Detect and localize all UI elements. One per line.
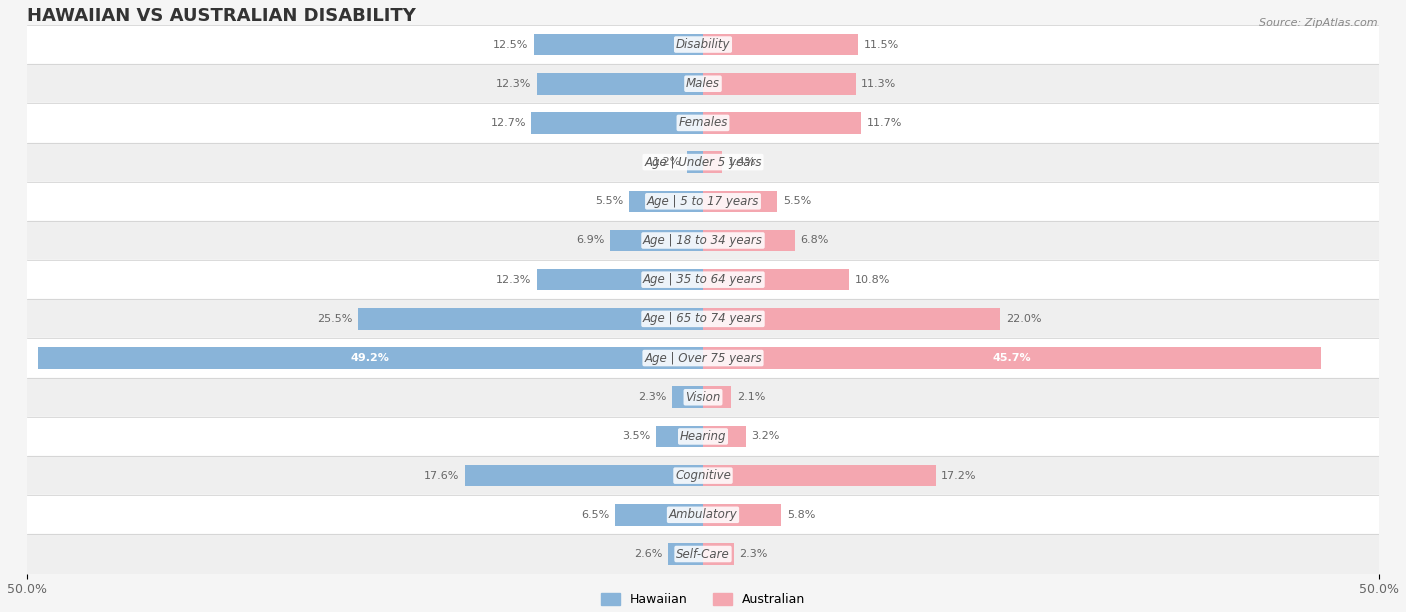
Bar [27,378,1379,417]
Bar [703,190,778,212]
Text: 17.2%: 17.2% [941,471,977,480]
Bar [686,151,703,173]
Text: 3.2%: 3.2% [752,431,780,441]
Bar [703,151,721,173]
Bar [27,338,1379,378]
Bar [628,190,703,212]
Text: 25.5%: 25.5% [318,314,353,324]
Bar [27,103,1379,143]
Bar [531,112,703,133]
Text: 6.8%: 6.8% [800,236,828,245]
Bar [27,534,1379,573]
Bar [703,347,1320,369]
Text: 2.6%: 2.6% [634,549,662,559]
Bar [655,426,703,447]
Text: Age | Under 5 years: Age | Under 5 years [644,155,762,169]
Text: Age | 35 to 64 years: Age | 35 to 64 years [643,273,763,286]
Bar [610,230,703,252]
Bar [27,64,1379,103]
Text: 45.7%: 45.7% [993,353,1031,363]
Text: Disability: Disability [676,38,730,51]
Text: 11.3%: 11.3% [862,79,897,89]
Text: 2.3%: 2.3% [740,549,768,559]
Legend: Hawaiian, Australian: Hawaiian, Australian [596,588,810,611]
Text: 11.7%: 11.7% [866,118,903,128]
Text: 2.3%: 2.3% [638,392,666,402]
Bar [668,543,703,565]
Text: 10.8%: 10.8% [855,275,890,285]
Bar [703,426,747,447]
Text: Age | 5 to 17 years: Age | 5 to 17 years [647,195,759,208]
Text: 5.5%: 5.5% [595,196,623,206]
Bar [703,465,935,487]
Bar [27,182,1379,221]
Text: 3.5%: 3.5% [621,431,650,441]
Bar [703,34,859,55]
Text: Self-Care: Self-Care [676,548,730,561]
Bar [38,347,703,369]
Text: Age | 18 to 34 years: Age | 18 to 34 years [643,234,763,247]
Text: Source: ZipAtlas.com: Source: ZipAtlas.com [1260,18,1378,28]
Text: 5.5%: 5.5% [783,196,811,206]
Bar [703,230,794,252]
Bar [27,495,1379,534]
Bar [465,465,703,487]
Bar [703,73,856,94]
Bar [537,269,703,291]
Bar [27,221,1379,260]
Text: Cognitive: Cognitive [675,469,731,482]
Bar [703,112,862,133]
Text: HAWAIIAN VS AUSTRALIAN DISABILITY: HAWAIIAN VS AUSTRALIAN DISABILITY [27,7,416,25]
Text: Age | 65 to 74 years: Age | 65 to 74 years [643,312,763,326]
Text: 5.8%: 5.8% [787,510,815,520]
Text: 12.5%: 12.5% [494,40,529,50]
Bar [359,308,703,330]
Text: 22.0%: 22.0% [1005,314,1042,324]
Text: 17.6%: 17.6% [425,471,460,480]
Text: Ambulatory: Ambulatory [669,509,737,521]
Text: 49.2%: 49.2% [352,353,389,363]
Bar [27,417,1379,456]
Text: Age | Over 75 years: Age | Over 75 years [644,351,762,365]
Bar [27,456,1379,495]
Bar [703,543,734,565]
Text: 1.2%: 1.2% [652,157,682,167]
Text: 2.1%: 2.1% [737,392,765,402]
Bar [27,143,1379,182]
Text: 6.9%: 6.9% [576,236,605,245]
Text: 1.4%: 1.4% [727,157,755,167]
Bar [27,260,1379,299]
Text: Hearing: Hearing [679,430,727,443]
Bar [614,504,703,526]
Text: 12.3%: 12.3% [496,275,531,285]
Bar [27,25,1379,64]
Bar [703,269,849,291]
Bar [27,299,1379,338]
Bar [534,34,703,55]
Bar [672,386,703,408]
Text: 12.7%: 12.7% [491,118,526,128]
Bar [703,386,731,408]
Text: Vision: Vision [685,390,721,404]
Text: 12.3%: 12.3% [496,79,531,89]
Text: Females: Females [678,116,728,129]
Text: 6.5%: 6.5% [582,510,610,520]
Bar [703,308,1001,330]
Bar [537,73,703,94]
Text: Males: Males [686,77,720,90]
Text: 11.5%: 11.5% [863,40,900,50]
Bar [703,504,782,526]
